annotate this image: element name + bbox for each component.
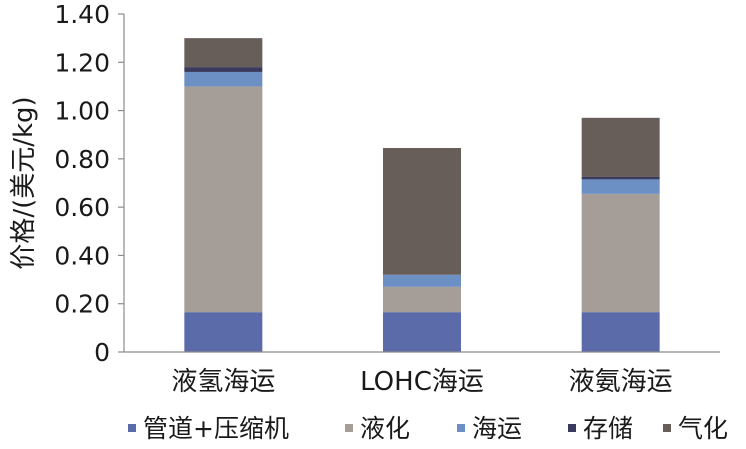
legend-item: 气化 bbox=[663, 414, 728, 443]
legend-label: 海运 bbox=[472, 414, 522, 443]
bar-segment bbox=[383, 286, 461, 313]
legend-swatch bbox=[568, 424, 576, 432]
bar-segment bbox=[383, 274, 461, 287]
legend-label: 存储 bbox=[583, 414, 633, 443]
legend-item: 存储 bbox=[568, 414, 633, 443]
bar-segment bbox=[184, 38, 263, 68]
y-tick-label: 0.20 bbox=[54, 290, 110, 319]
bar-segment bbox=[581, 179, 660, 194]
x-tick-label: 液氢海运 bbox=[171, 367, 275, 397]
y-tick-label: 1.00 bbox=[54, 97, 110, 126]
legend-label: 气化 bbox=[678, 414, 728, 443]
legend-swatch bbox=[345, 424, 353, 432]
legend-swatch bbox=[663, 424, 671, 432]
bar-segment bbox=[581, 176, 660, 180]
y-tick-label: 0 bbox=[94, 338, 110, 367]
bar-segment bbox=[383, 312, 461, 352]
legend: 管道+压缩机 液化 海运 存储 气化 bbox=[128, 414, 728, 443]
y-tick-label: 0.40 bbox=[54, 241, 110, 270]
y-tick-label: 1.20 bbox=[54, 48, 110, 77]
legend-item: 管道+压缩机 bbox=[128, 414, 289, 443]
bar-segment bbox=[184, 67, 263, 72]
bar-segment bbox=[581, 193, 660, 313]
y-axis: 0 0.20 0.40 0.60 0.80 1.00 1.20 1.40 bbox=[54, 0, 125, 367]
bar-segment bbox=[383, 147, 461, 275]
legend-swatch bbox=[128, 424, 136, 432]
legend-item: 海运 bbox=[457, 414, 522, 443]
x-tick-label: LOHC海运 bbox=[360, 367, 484, 397]
bar-segment bbox=[184, 86, 263, 313]
bar-segment bbox=[581, 117, 660, 177]
x-axis: 液氢海运 LOHC海运 液氨海运 bbox=[124, 351, 720, 397]
bar-segment bbox=[184, 312, 263, 352]
bar-segment bbox=[581, 312, 660, 352]
bar-segment bbox=[184, 71, 263, 87]
y-tick-label: 1.40 bbox=[54, 0, 110, 29]
y-tick-label: 0.60 bbox=[54, 193, 110, 222]
legend-item: 液化 bbox=[345, 414, 410, 443]
legend-label: 管道+压缩机 bbox=[143, 414, 289, 443]
legend-swatch bbox=[457, 424, 465, 432]
legend-label: 液化 bbox=[360, 414, 410, 443]
y-tick-label: 0.80 bbox=[54, 145, 110, 174]
bars bbox=[184, 38, 660, 352]
x-tick-label: 液氨海运 bbox=[569, 367, 673, 397]
y-axis-title: 价格/(美元/kg) bbox=[9, 96, 39, 269]
